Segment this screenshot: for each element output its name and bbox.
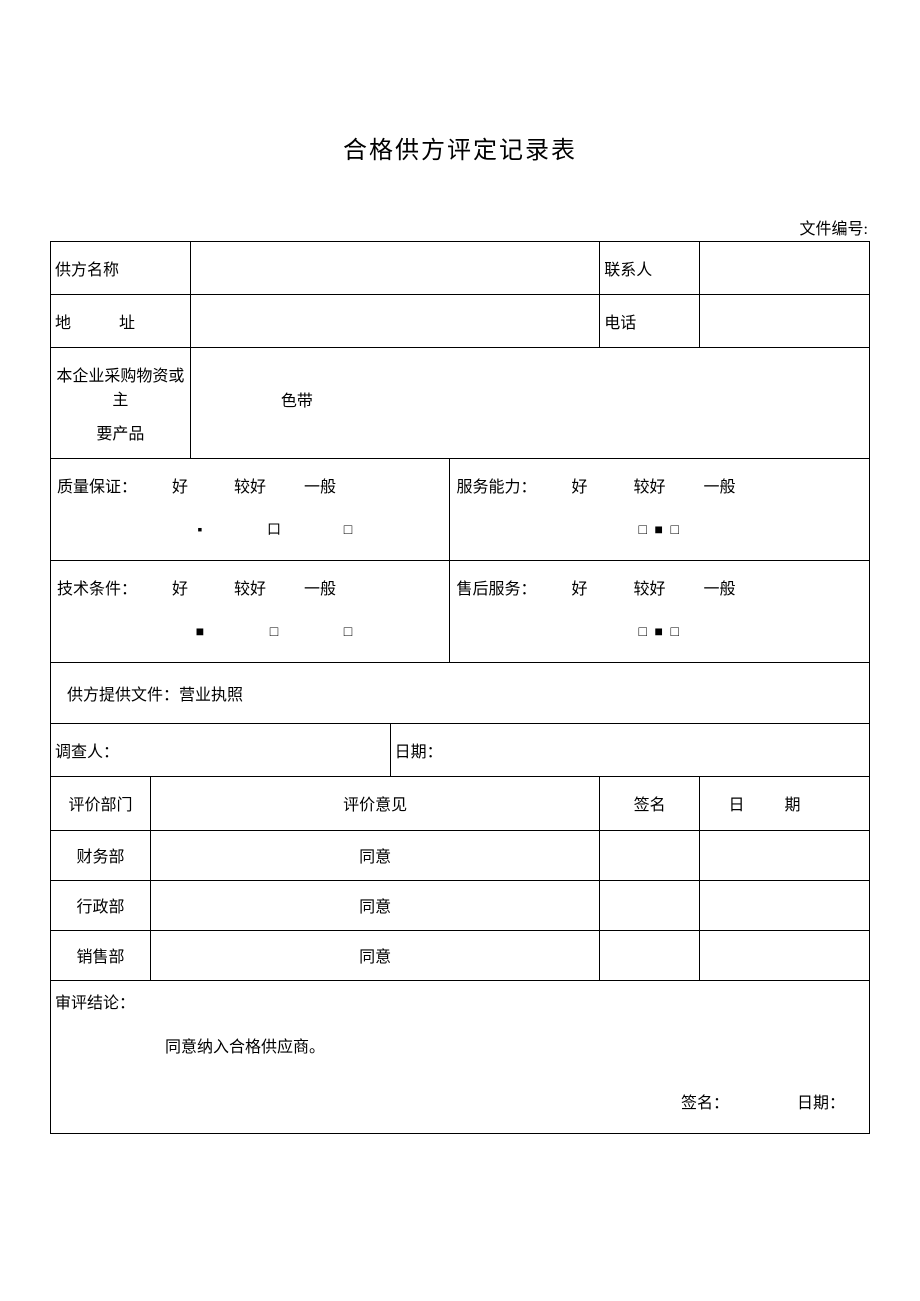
conclusion-date-label: 日期： <box>797 1089 845 1113</box>
document-number-label: 文件编号: <box>50 215 870 239</box>
eval-opinion: 同意 <box>150 880 599 930</box>
after-checkbox-group[interactable]: □ ■ □ <box>639 616 681 650</box>
tech-checkbox-normal[interactable]: □ <box>313 616 383 650</box>
supplier-name-value[interactable] <box>191 254 599 282</box>
eval-date[interactable] <box>700 930 870 980</box>
investigator-date-label: 日期： <box>391 724 869 776</box>
form-title: 合格供方评定记录表 <box>50 130 870 165</box>
conclusion-sign-label: 签名： <box>681 1089 729 1113</box>
eval-sign[interactable] <box>600 930 700 980</box>
product-label: 本企业采购物资或主 要产品 <box>51 348 190 458</box>
eval-dept: 销售部 <box>51 930 151 980</box>
eval-row: 财务部 同意 <box>51 830 870 880</box>
address-label: 地址 <box>51 295 190 347</box>
eval-header-dept: 评价部门 <box>51 776 151 830</box>
product-value[interactable]: 色带 <box>191 381 869 425</box>
service-rating: 服务能力： 好 较好 一般 □ ■ □ <box>450 459 869 560</box>
tech-checkbox-good[interactable]: ■ <box>165 616 235 650</box>
quality-rating: 质量保证： 好 较好 一般 ▪ 口 □ <box>51 459 449 560</box>
conclusion-block: 审评结论： 同意纳入合格供应商。 签名： 日期： <box>51 981 869 1133</box>
investigator-label: 调查人： <box>51 724 390 776</box>
contact-label: 联系人 <box>600 242 699 294</box>
supplier-name-label: 供方名称 <box>51 242 190 294</box>
eval-sign[interactable] <box>600 880 700 930</box>
quality-checkbox-normal[interactable]: □ <box>313 514 383 548</box>
phone-label: 电话 <box>600 295 699 347</box>
eval-dept: 行政部 <box>51 880 151 930</box>
conclusion-text: 同意纳入合格供应商。 <box>55 1033 865 1057</box>
eval-dept: 财务部 <box>51 830 151 880</box>
eval-opinion: 同意 <box>150 830 599 880</box>
eval-opinion: 同意 <box>150 930 599 980</box>
service-checkbox-group[interactable]: □ ■ □ <box>639 514 681 548</box>
tech-checkbox-better[interactable]: □ <box>239 616 309 650</box>
quality-checkbox-better[interactable]: 口 <box>239 514 309 548</box>
eval-row: 行政部 同意 <box>51 880 870 930</box>
form-table: 供方名称 联系人 地址 电话 本企业采购物资或主 要产品 色带 质量保证： 好 <box>50 241 870 1134</box>
quality-checkbox-good[interactable]: ▪ <box>165 514 235 548</box>
eval-header-date: 日期 <box>700 776 870 830</box>
address-value[interactable] <box>191 307 599 335</box>
eval-date[interactable] <box>700 830 870 880</box>
conclusion-label: 审评结论： <box>55 989 865 1013</box>
eval-header-opinion: 评价意见 <box>150 776 599 830</box>
eval-sign[interactable] <box>600 830 700 880</box>
eval-header-sign: 签名 <box>600 776 700 830</box>
eval-date[interactable] <box>700 880 870 930</box>
after-service-rating: 售后服务： 好 较好 一般 □ ■ □ <box>450 561 869 662</box>
documents-provided: 供方提供文件：营业执照 <box>51 663 869 723</box>
contact-value[interactable] <box>700 254 869 282</box>
eval-row: 销售部 同意 <box>51 930 870 980</box>
tech-rating: 技术条件： 好 较好 一般 ■ □ □ <box>51 561 449 662</box>
phone-value[interactable] <box>700 307 869 335</box>
